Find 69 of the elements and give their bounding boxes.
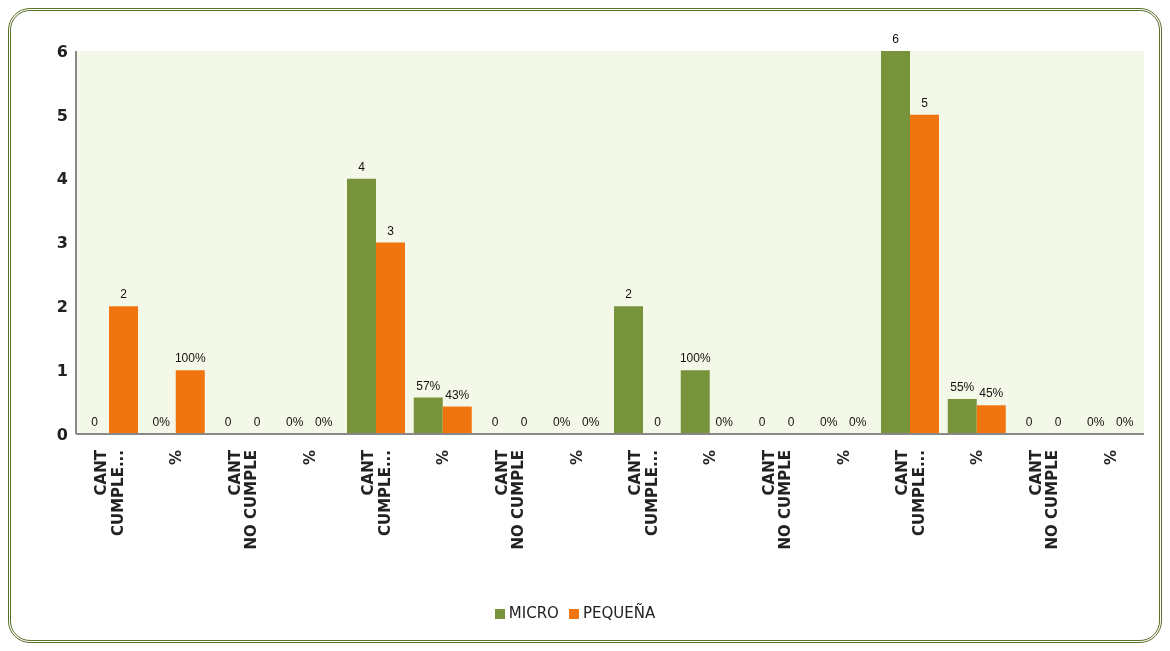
data-label: 0 bbox=[91, 414, 99, 429]
bar bbox=[881, 51, 911, 434]
x-tick-label: CANT NO CUMPLE bbox=[225, 449, 261, 550]
data-label: 57% bbox=[416, 378, 441, 393]
y-tick-label: 6 bbox=[56, 41, 68, 61]
bar bbox=[175, 370, 205, 434]
data-label: 100% bbox=[679, 351, 711, 366]
data-label: 0 bbox=[1054, 414, 1062, 429]
data-label: 6 bbox=[892, 32, 900, 46]
data-label: 100% bbox=[174, 351, 206, 366]
data-label: 0 bbox=[787, 414, 795, 429]
data-label: 0% bbox=[553, 414, 571, 429]
bar bbox=[680, 370, 710, 434]
x-tick-label: % bbox=[834, 450, 853, 466]
x-tick-label: CANT CUMPLE... bbox=[92, 449, 127, 537]
data-label: 0 bbox=[520, 414, 528, 429]
data-label: 0 bbox=[491, 414, 499, 429]
x-tick-label: % bbox=[300, 450, 319, 466]
data-label: 3 bbox=[387, 223, 395, 238]
data-label: 0% bbox=[582, 414, 600, 429]
data-label: 0% bbox=[1087, 414, 1105, 429]
data-label: 0% bbox=[286, 414, 304, 429]
x-tick-label: CANT CUMPLE... bbox=[359, 449, 394, 537]
y-tick-label: 4 bbox=[56, 169, 68, 189]
bar bbox=[109, 306, 139, 434]
data-label: 0% bbox=[315, 414, 333, 429]
bar bbox=[947, 398, 977, 434]
data-label: 0 bbox=[253, 414, 261, 429]
x-tick-label: CANT CUMPLE... bbox=[893, 449, 928, 537]
data-label: 0% bbox=[1116, 414, 1134, 429]
y-tick-label: 1 bbox=[56, 360, 68, 380]
x-tick-label: CANT CUMPLE... bbox=[626, 449, 661, 537]
data-label: 2 bbox=[625, 287, 633, 302]
x-tick-label: CANT NO CUMPLE bbox=[759, 449, 795, 550]
legend-label: PEQUEÑA bbox=[582, 604, 656, 622]
bar bbox=[413, 397, 443, 434]
data-label: 45% bbox=[979, 386, 1004, 401]
data-label: 0% bbox=[715, 414, 734, 429]
bar bbox=[976, 405, 1006, 434]
x-tick-label: % bbox=[167, 450, 186, 466]
data-label: 2 bbox=[120, 287, 128, 302]
bar bbox=[910, 114, 940, 434]
data-label: 0 bbox=[1025, 414, 1033, 429]
x-tick-label: CANT NO CUMPLE bbox=[1026, 449, 1062, 550]
bar bbox=[442, 406, 472, 434]
y-tick-label: 5 bbox=[56, 105, 68, 125]
x-tick-label: CANT NO CUMPLE bbox=[492, 449, 528, 550]
x-tick-label: % bbox=[968, 450, 987, 466]
data-label: 0% bbox=[820, 414, 838, 429]
x-tick-label: % bbox=[1101, 450, 1120, 466]
data-label: 0 bbox=[758, 414, 766, 429]
y-tick-label: 2 bbox=[56, 297, 68, 317]
bar bbox=[614, 306, 644, 434]
y-tick-label: 0 bbox=[56, 424, 68, 444]
legend-label: MICRO bbox=[508, 604, 559, 622]
x-tick-label: % bbox=[701, 450, 720, 466]
data-label: 0% bbox=[849, 414, 867, 429]
bar bbox=[347, 178, 377, 434]
data-label: 0% bbox=[152, 414, 171, 429]
x-tick-label: % bbox=[567, 450, 586, 466]
data-label: 4 bbox=[358, 159, 366, 174]
data-label: 43% bbox=[445, 387, 470, 402]
data-label: 5 bbox=[921, 95, 929, 110]
data-label: 0 bbox=[654, 414, 662, 429]
y-tick-label: 3 bbox=[56, 233, 68, 253]
data-label: 55% bbox=[950, 379, 975, 394]
bar bbox=[376, 242, 406, 434]
data-label: 0 bbox=[224, 414, 232, 429]
x-tick-label: % bbox=[434, 450, 453, 466]
